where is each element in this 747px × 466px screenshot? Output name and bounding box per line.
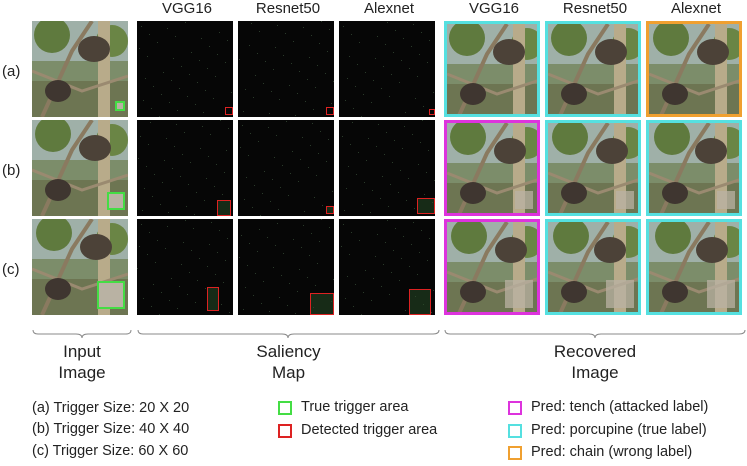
saliency-map-vgg16-a <box>137 21 233 117</box>
residual-patch <box>707 280 735 308</box>
header-recovered-vgg16: VGG16 <box>468 0 520 17</box>
row-label-c: (c) <box>2 261 20 278</box>
saliency-map-vgg16-b <box>137 120 233 216</box>
saliency-map-resnet50-b <box>238 120 334 216</box>
recovered-image-alexnet-c <box>646 219 742 315</box>
recovered-image-vgg16-c <box>444 219 540 315</box>
legend-porcupine-label: Pred: porcupine (true label) <box>531 422 707 438</box>
detected-trigger-box <box>326 206 334 214</box>
saliency-map-resnet50-a <box>238 21 334 117</box>
header-saliency-resnet50: Resnet50 <box>255 0 321 17</box>
bracket-input <box>32 330 132 338</box>
caption-input: Input Image <box>58 342 106 382</box>
legend-detected-trigger-swatch <box>278 424 292 438</box>
row-label-b: (b) <box>2 162 21 179</box>
trigger-patch <box>107 192 125 210</box>
input-image-c <box>32 219 128 315</box>
caption-saliency: Saliency Map <box>256 342 321 382</box>
header-recovered-alexnet: Alexnet <box>670 0 722 17</box>
legend-true-trigger-label: True trigger area <box>301 399 409 415</box>
saliency-map-alexnet-c <box>339 219 435 315</box>
residual-patch <box>515 191 533 209</box>
legend-tench-swatch <box>508 401 522 415</box>
residual-patch <box>606 280 634 308</box>
input-image-a <box>32 21 128 117</box>
saliency-map-alexnet-b <box>339 120 435 216</box>
legend-tench-label: Pred: tench (attacked label) <box>531 399 709 415</box>
detected-trigger-box <box>417 198 435 214</box>
detected-trigger-box <box>207 287 219 311</box>
bracket-saliency <box>137 330 440 338</box>
detected-trigger-box <box>409 289 431 315</box>
saliency-map-resnet50-c <box>238 219 334 315</box>
detected-trigger-box <box>310 293 334 315</box>
detected-trigger-box <box>225 107 233 115</box>
recovered-image-alexnet-a <box>646 21 742 117</box>
legend-chain-swatch <box>508 446 522 460</box>
legend-porcupine-swatch <box>508 424 522 438</box>
detected-trigger-box <box>217 200 231 216</box>
legend-true-trigger-swatch <box>278 401 292 415</box>
trigger-patch <box>97 281 125 309</box>
bracket-recovered <box>444 330 746 338</box>
residual-patch <box>717 191 735 209</box>
legend-size-b: (b) Trigger Size: 40 X 40 <box>32 421 190 437</box>
legend-size-c: (c) Trigger Size: 60 X 60 <box>32 443 189 459</box>
residual-patch <box>616 191 634 209</box>
legend-chain-label: Pred: chain (wrong label) <box>531 444 693 460</box>
header-saliency-vgg16: VGG16 <box>161 0 213 17</box>
caption-recovered: Recovered Image <box>553 342 637 382</box>
recovered-image-vgg16-a <box>444 21 540 117</box>
saliency-map-vgg16-c <box>137 219 233 315</box>
recovered-image-resnet50-a <box>545 21 641 117</box>
header-recovered-resnet50: Resnet50 <box>562 0 628 17</box>
recovered-image-vgg16-b <box>444 120 540 216</box>
legend-detected-trigger-label: Detected trigger area <box>301 422 438 438</box>
recovered-image-resnet50-c <box>545 219 641 315</box>
legend-size-a: (a) Trigger Size: 20 X 20 <box>32 400 190 416</box>
recovered-image-alexnet-b <box>646 120 742 216</box>
detected-trigger-box <box>429 109 435 115</box>
saliency-map-alexnet-a <box>339 21 435 117</box>
row-label-a: (a) <box>2 63 21 80</box>
input-image-b <box>32 120 128 216</box>
header-saliency-alexnet: Alexnet <box>363 0 415 17</box>
residual-patch <box>505 280 533 308</box>
recovered-image-resnet50-b <box>545 120 641 216</box>
detected-trigger-box <box>326 107 334 115</box>
trigger-patch <box>115 101 125 111</box>
